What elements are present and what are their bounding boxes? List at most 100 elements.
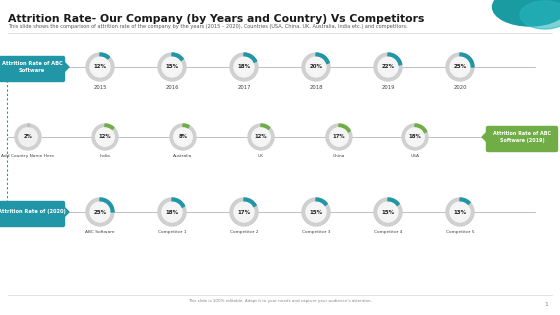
Text: 17%: 17%: [237, 209, 250, 215]
Circle shape: [230, 198, 258, 226]
Text: 25%: 25%: [454, 65, 466, 70]
Wedge shape: [460, 53, 474, 67]
Circle shape: [92, 124, 118, 150]
Wedge shape: [105, 124, 114, 137]
Circle shape: [96, 128, 114, 146]
Circle shape: [248, 124, 274, 150]
FancyBboxPatch shape: [487, 127, 558, 152]
Circle shape: [302, 198, 330, 226]
Text: 8%: 8%: [179, 135, 188, 140]
Circle shape: [306, 202, 326, 222]
Text: 2016: 2016: [165, 85, 179, 90]
Circle shape: [15, 124, 41, 150]
Text: 22%: 22%: [381, 65, 394, 70]
Circle shape: [162, 57, 182, 77]
Wedge shape: [316, 53, 329, 67]
Text: 2019: 2019: [381, 85, 395, 90]
Circle shape: [306, 57, 326, 77]
Text: Competitor 5: Competitor 5: [446, 230, 474, 234]
Circle shape: [378, 57, 398, 77]
Circle shape: [90, 202, 110, 222]
Wedge shape: [316, 198, 328, 212]
Circle shape: [446, 198, 474, 226]
Circle shape: [86, 53, 114, 81]
Text: 17%: 17%: [333, 135, 346, 140]
Text: 18%: 18%: [409, 135, 421, 140]
Text: 2015: 2015: [94, 85, 107, 90]
Text: 12%: 12%: [99, 135, 111, 140]
Circle shape: [378, 202, 398, 222]
Text: Attrition Rate- Our Company (by Years and Country) Vs Competitors: Attrition Rate- Our Company (by Years an…: [8, 14, 424, 24]
Circle shape: [234, 202, 254, 222]
Circle shape: [330, 128, 348, 146]
Circle shape: [306, 202, 326, 222]
Ellipse shape: [492, 0, 560, 26]
Circle shape: [374, 53, 402, 81]
Text: Attrition Rate of (2020): Attrition Rate of (2020): [0, 209, 66, 215]
Text: Attrition Rate of ABC
Software: Attrition Rate of ABC Software: [2, 61, 62, 72]
Text: Competitor 1: Competitor 1: [158, 230, 186, 234]
Text: 1: 1: [544, 302, 548, 307]
Text: 15%: 15%: [165, 65, 179, 70]
Circle shape: [450, 57, 470, 77]
Circle shape: [252, 128, 270, 146]
Wedge shape: [172, 53, 183, 67]
Text: India: India: [100, 154, 110, 158]
Wedge shape: [415, 124, 427, 137]
Text: 2%: 2%: [24, 135, 32, 140]
FancyBboxPatch shape: [0, 202, 64, 226]
Circle shape: [374, 198, 402, 226]
Wedge shape: [244, 53, 256, 67]
Polygon shape: [63, 61, 69, 73]
Circle shape: [162, 202, 182, 222]
Polygon shape: [63, 206, 69, 218]
Text: ABC Software: ABC Software: [85, 230, 115, 234]
Circle shape: [96, 128, 114, 146]
Circle shape: [19, 128, 37, 146]
Text: 13%: 13%: [454, 209, 466, 215]
Text: Add Country Name Here: Add Country Name Here: [2, 154, 54, 158]
Circle shape: [174, 128, 192, 146]
Text: This slide is 100% editable. Adapt it to your needs and capture your audience’s : This slide is 100% editable. Adapt it to…: [188, 299, 372, 303]
Text: 15%: 15%: [310, 209, 323, 215]
Text: 12%: 12%: [94, 65, 106, 70]
Text: Attrition Rate of ABC
Software (2019): Attrition Rate of ABC Software (2019): [493, 131, 551, 143]
Circle shape: [446, 53, 474, 81]
Wedge shape: [460, 198, 470, 212]
Circle shape: [90, 57, 110, 77]
Circle shape: [450, 57, 470, 77]
Circle shape: [158, 53, 186, 81]
Circle shape: [306, 57, 326, 77]
Text: China: China: [333, 154, 345, 158]
Circle shape: [162, 57, 182, 77]
Wedge shape: [172, 198, 185, 212]
Text: This slide shows the comparison of attrition rate of the company by the years (2: This slide shows the comparison of attri…: [8, 24, 408, 29]
Text: UK: UK: [258, 154, 264, 158]
Text: Competitor 4: Competitor 4: [374, 230, 402, 234]
Polygon shape: [482, 131, 488, 143]
Text: 2017: 2017: [237, 85, 251, 90]
Circle shape: [330, 128, 348, 146]
Circle shape: [252, 128, 270, 146]
Text: 15%: 15%: [381, 209, 395, 215]
Wedge shape: [388, 198, 399, 212]
Circle shape: [158, 198, 186, 226]
Circle shape: [234, 57, 254, 77]
Circle shape: [302, 53, 330, 81]
Text: 18%: 18%: [165, 209, 179, 215]
Text: 18%: 18%: [237, 65, 250, 70]
Wedge shape: [388, 53, 402, 67]
Circle shape: [86, 198, 114, 226]
Circle shape: [450, 202, 470, 222]
Text: Competitor 2: Competitor 2: [230, 230, 258, 234]
Circle shape: [378, 202, 398, 222]
Wedge shape: [100, 53, 110, 67]
Circle shape: [326, 124, 352, 150]
Wedge shape: [100, 198, 114, 212]
Wedge shape: [28, 124, 30, 137]
Text: Competitor 3: Competitor 3: [302, 230, 330, 234]
Circle shape: [90, 57, 110, 77]
Text: Australia: Australia: [174, 154, 193, 158]
Circle shape: [230, 53, 258, 81]
Circle shape: [450, 202, 470, 222]
